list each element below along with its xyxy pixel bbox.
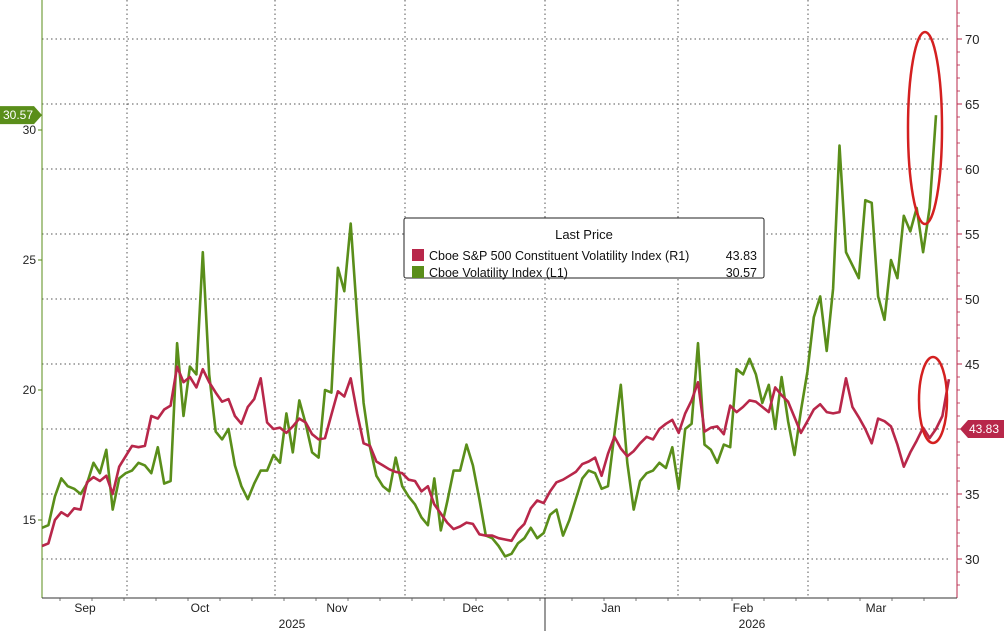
legend-entry-label: Cboe Volatility Index (L1): [429, 266, 568, 280]
month-label: Jan: [601, 601, 620, 615]
month-label: Mar: [866, 601, 887, 615]
right-tick-label: 65: [965, 97, 979, 112]
right-last-value-text: 43.83: [969, 422, 999, 436]
right-last-value-tag: [960, 420, 1004, 438]
year-label: 2026: [739, 617, 766, 631]
grid-lines: [42, 0, 950, 598]
right-tick-label: 30: [965, 552, 979, 567]
legend-swatch: [412, 266, 424, 278]
right-tick-label: 55: [965, 227, 979, 242]
left-last-value-tag: [0, 106, 42, 125]
month-label: Nov: [326, 601, 347, 615]
highlight-ellipse-vix: [906, 30, 944, 226]
right-tick-label: 50: [965, 292, 979, 307]
month-label: Oct: [191, 601, 210, 615]
legend-entry-value: 43.83: [726, 249, 757, 263]
left-last-value-text: 30.57: [3, 108, 33, 122]
annotations: [906, 30, 949, 445]
right-tick-label: 60: [965, 162, 979, 177]
legend: Last Price Cboe S&P 500 Constituent Volat…: [403, 217, 765, 280]
vix-series-line: [41, 115, 938, 558]
highlight-ellipse-constituent: [917, 355, 949, 445]
right-tick-label: 35: [965, 487, 979, 502]
month-label: Feb: [733, 601, 754, 615]
left-tick-label: 30: [23, 123, 37, 137]
year-label: 2025: [279, 617, 306, 631]
right-tick-label: 70: [965, 32, 979, 47]
left-tick-label: 25: [23, 253, 37, 267]
legend-entry-value: 30.57: [726, 266, 757, 280]
last-value-tags: 30.57 43.83: [0, 106, 1004, 438]
legend-entry-label: Cboe S&P 500 Constituent Volatility Inde…: [429, 249, 689, 263]
left-tick-label: 15: [23, 513, 37, 527]
axes: 15202530303540455055606570SepOctNovDecJa…: [23, 0, 979, 631]
legend-title: Last Price: [555, 227, 613, 242]
series-layer: [41, 115, 951, 558]
month-label: Sep: [74, 601, 96, 615]
left-tick-label: 20: [23, 383, 37, 397]
legend-box: [403, 217, 765, 279]
right-tick-label: 45: [965, 357, 979, 372]
constituent-vol-series-line: [41, 365, 951, 548]
month-label: Dec: [462, 601, 483, 615]
legend-swatch: [412, 249, 424, 261]
